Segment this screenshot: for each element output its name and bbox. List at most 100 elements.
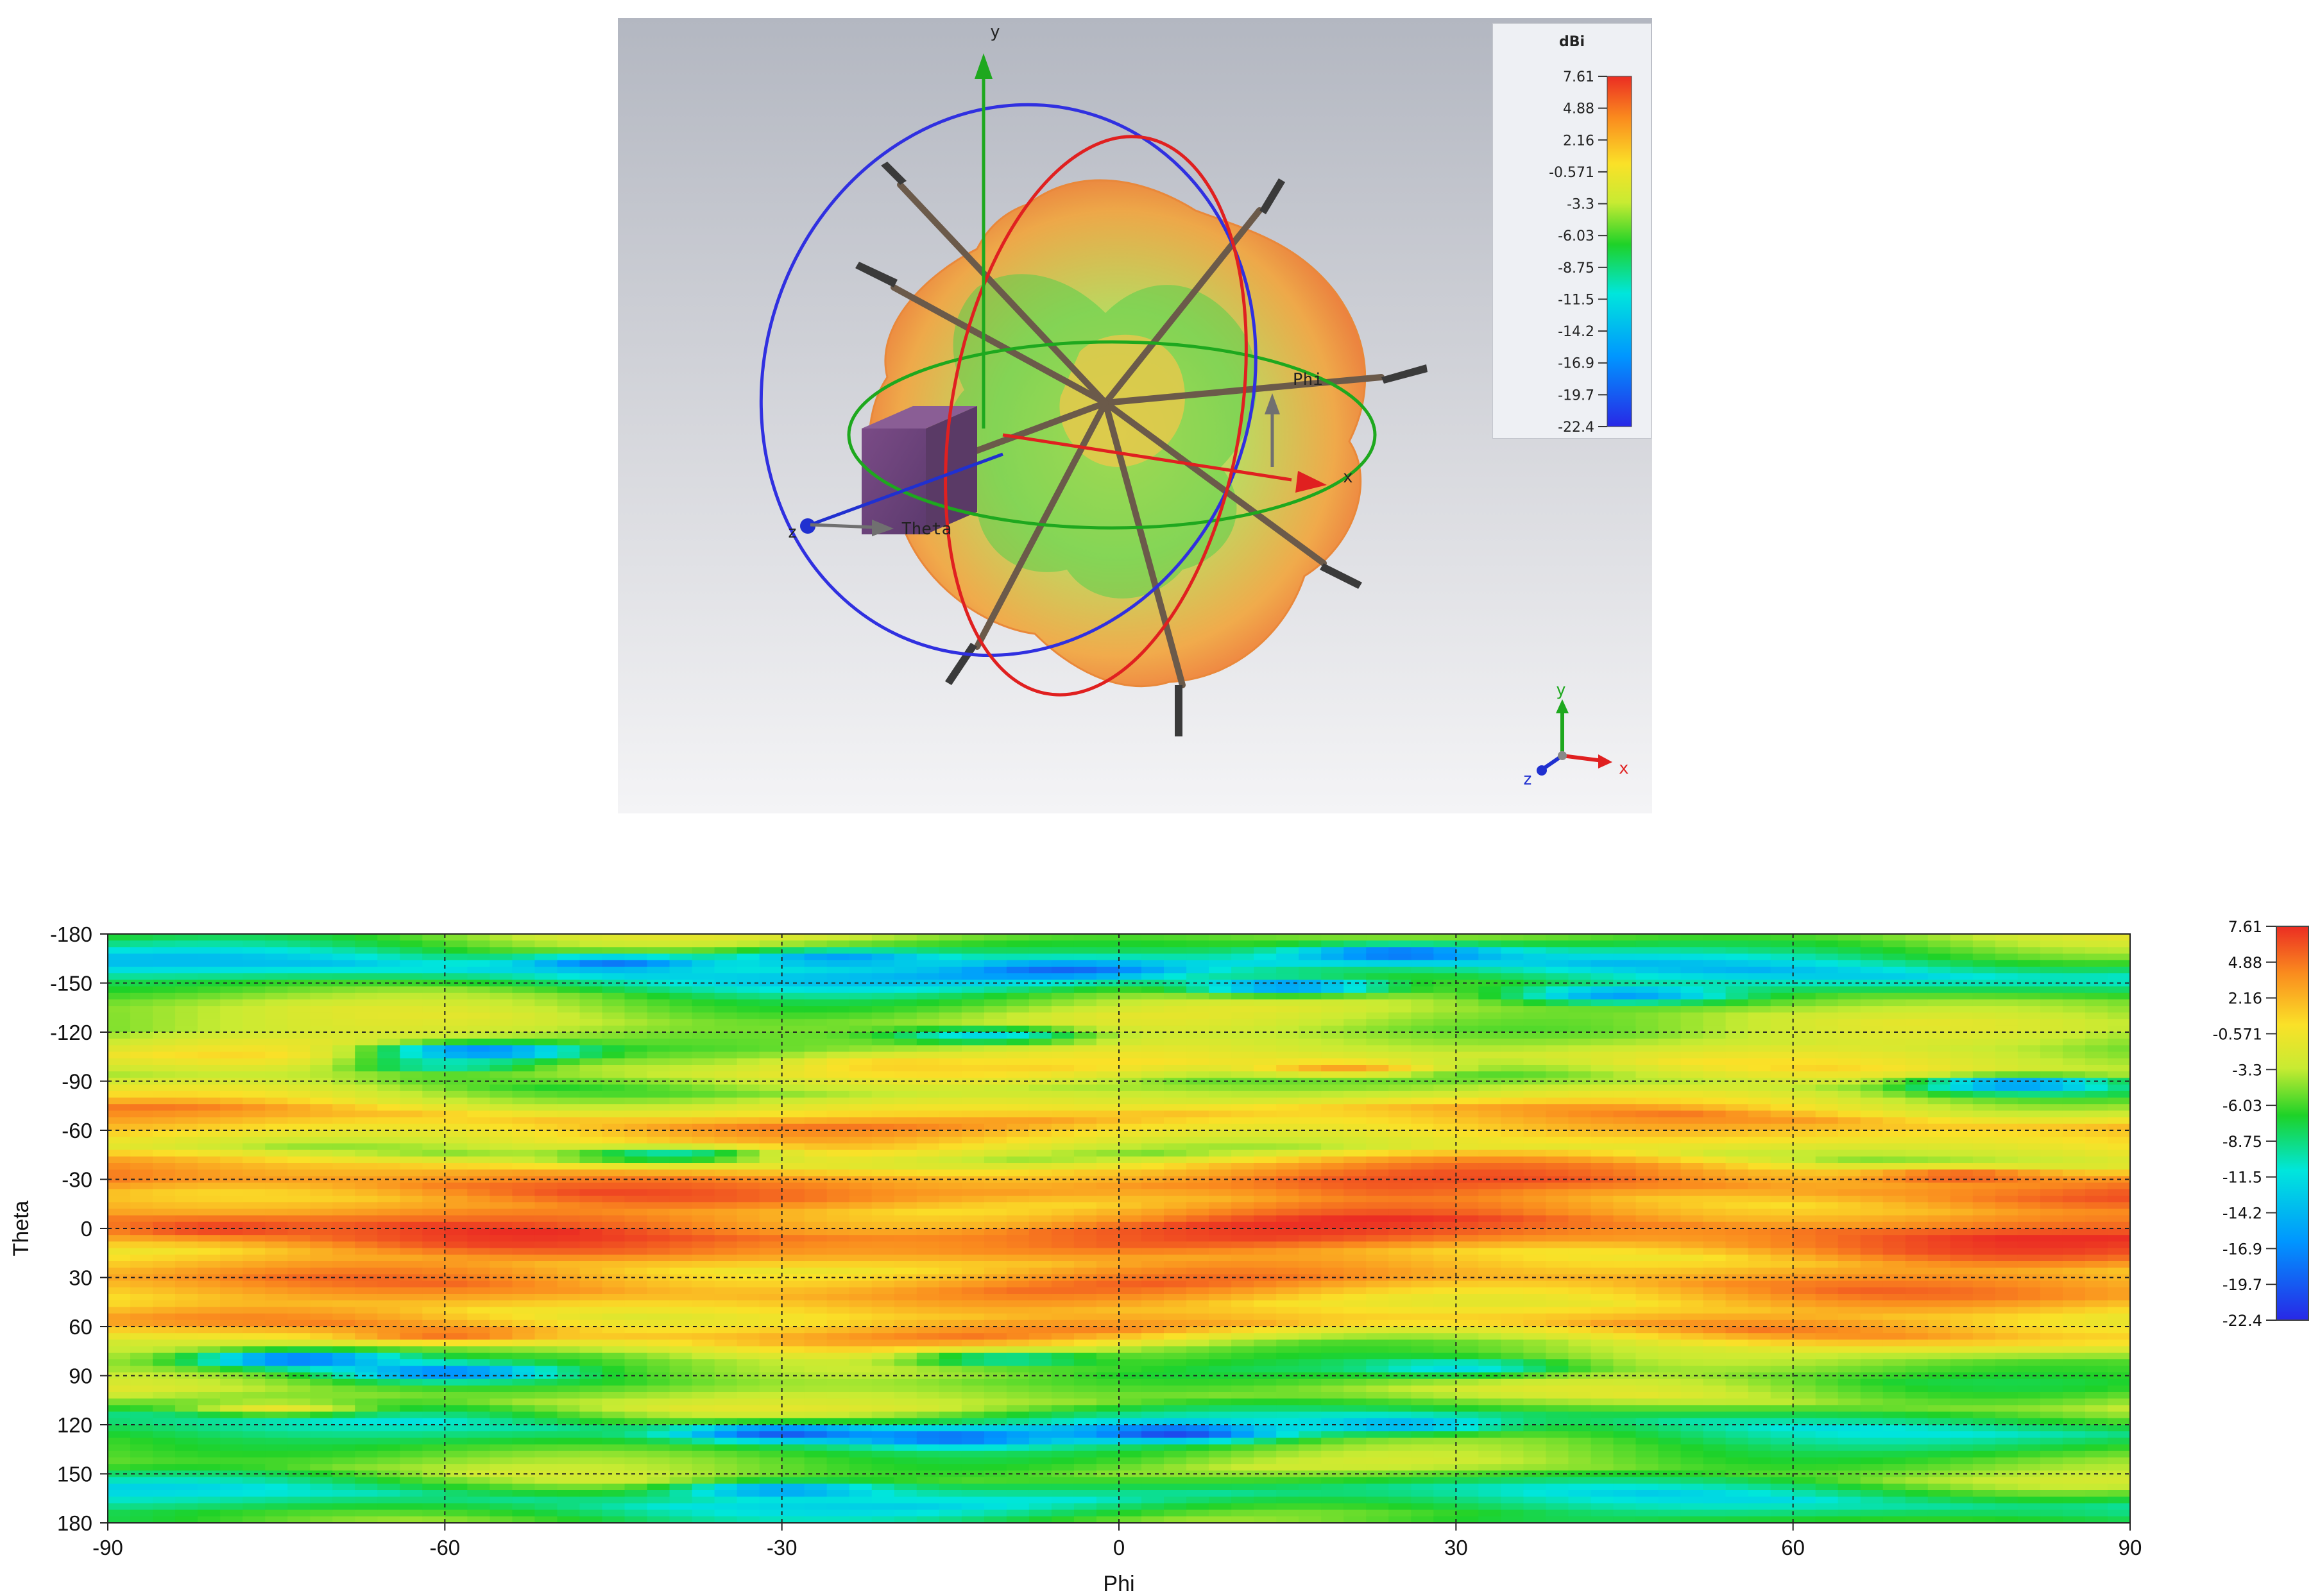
heatmap-cell xyxy=(1006,1150,1030,1157)
heatmap-cell xyxy=(243,1058,266,1065)
heatmap-cell xyxy=(916,1280,940,1288)
heatmap-cell xyxy=(310,1254,333,1262)
heatmap-cell xyxy=(175,1483,198,1491)
farfield-3d-view[interactable]: y x z Theta Phi y x z dBi 7.61 4.88 2.16 -0… xyxy=(618,18,1652,813)
heatmap-cell xyxy=(265,1150,288,1157)
heatmap-cell xyxy=(1299,1156,1322,1164)
heatmap-cell xyxy=(1186,1098,1209,1105)
heatmap-cell xyxy=(894,1359,917,1366)
heatmap-cell xyxy=(669,1084,693,1092)
heatmap-cell xyxy=(984,1189,1007,1196)
heatmap-cell xyxy=(781,1110,805,1118)
heatmap-cell xyxy=(939,1012,962,1020)
heatmap-cell xyxy=(871,1098,895,1105)
heatmap-cell xyxy=(1006,1241,1030,1249)
heatmap-cell xyxy=(175,986,198,994)
heatmap-cell xyxy=(759,1450,783,1458)
heatmap-cell xyxy=(445,1418,468,1425)
heatmap-cell xyxy=(849,1490,873,1497)
heatmap-cell xyxy=(1028,1045,1052,1053)
heatmap-cell xyxy=(714,1084,738,1092)
heatmap-cell xyxy=(198,1366,221,1373)
heatmap-cell xyxy=(512,1307,536,1314)
heatmap-cell xyxy=(1299,1418,1322,1425)
heatmap-cell xyxy=(1119,1346,1142,1354)
heatmap-cell xyxy=(1254,1516,1277,1523)
heatmap-cell xyxy=(1231,1130,1254,1137)
heatmap-cell xyxy=(1006,1110,1030,1118)
heatmap-cell xyxy=(624,1366,648,1373)
heatmap-cell xyxy=(1164,1268,1187,1275)
heatmap-cell xyxy=(1321,1012,1344,1020)
heatmap-cell xyxy=(243,1483,266,1491)
heatmap-cell xyxy=(1051,1241,1075,1249)
heatmap-cell xyxy=(759,1130,783,1137)
heatmap-cell xyxy=(1321,1464,1344,1471)
heatmap-cell xyxy=(512,1450,536,1458)
heatmap-cell xyxy=(1209,1398,1232,1405)
heatmap-cell xyxy=(647,1490,670,1497)
heatmap-cell xyxy=(579,1431,603,1438)
heatmap-cell xyxy=(445,1163,468,1170)
heatmap-cell xyxy=(984,1163,1007,1170)
heatmap-cell xyxy=(826,1268,850,1275)
heatmap-cell xyxy=(422,1346,445,1354)
heatmap-cell xyxy=(422,1235,445,1242)
heatmap-cell xyxy=(1321,992,1344,1000)
heatmap-cell xyxy=(287,1497,311,1504)
heatmap-cell xyxy=(1096,947,1120,955)
heatmap-cell xyxy=(265,1196,288,1203)
heatmap-cell xyxy=(1096,1450,1120,1458)
heatmap-cell xyxy=(759,1215,783,1223)
heatmap-cell xyxy=(400,1379,423,1386)
heatmap-cell xyxy=(579,1425,603,1432)
heatmap-cell xyxy=(445,1071,468,1078)
heatmap-cell xyxy=(1299,999,1322,1006)
heatmap-cell xyxy=(1006,1425,1030,1432)
heatmap-cell xyxy=(714,1280,738,1288)
heatmap-cell xyxy=(1276,1130,1299,1137)
heatmap-cell xyxy=(243,1366,266,1373)
heatmap-cell xyxy=(1119,1300,1142,1307)
heatmap-cell xyxy=(737,1313,760,1321)
heatmap-cell xyxy=(1231,1012,1254,1020)
heatmap-cell xyxy=(759,1071,783,1078)
heatmap-cell xyxy=(332,1392,355,1399)
heatmap-cell xyxy=(108,1051,131,1059)
heatmap-cell xyxy=(220,1450,243,1458)
heatmap-cell xyxy=(467,1392,490,1399)
heatmap-cell xyxy=(467,1300,490,1307)
heatmap-cell xyxy=(624,1503,648,1511)
heatmap-cell xyxy=(355,1215,378,1223)
heatmap-cell xyxy=(534,1268,558,1275)
heatmap-cell xyxy=(961,1320,985,1327)
heatmap-cell xyxy=(579,1392,603,1399)
heatmap-cell xyxy=(175,1098,198,1105)
heatmap-cell xyxy=(1119,999,1142,1006)
heatmap-cell xyxy=(265,967,288,974)
heatmap-cell xyxy=(1231,1418,1254,1425)
heatmap-cell xyxy=(467,1012,490,1020)
heatmap-cell xyxy=(557,1261,581,1268)
heatmap-cell xyxy=(198,934,221,941)
heatmap-cell xyxy=(1096,1189,1120,1196)
heatmap-cell xyxy=(602,1025,626,1033)
heatmap-cell xyxy=(265,1182,288,1190)
heatmap-cell xyxy=(737,947,760,955)
heatmap-cell xyxy=(939,1352,962,1360)
heatmap-cell xyxy=(1209,953,1232,961)
heatmap-cell xyxy=(422,1169,445,1176)
heatmap-cell xyxy=(422,1425,445,1432)
heatmap-cell xyxy=(557,1215,581,1223)
heatmap-cell xyxy=(287,1182,311,1190)
heatmap-cell xyxy=(1186,1274,1209,1282)
heatmap-cell xyxy=(400,999,423,1006)
heatmap-cell xyxy=(849,1104,873,1111)
heatmap-cell xyxy=(467,1110,490,1118)
heatmap-cell xyxy=(1028,1411,1052,1419)
heatmap-cell xyxy=(804,1209,828,1216)
heatmap-cell xyxy=(153,1215,176,1223)
heatmap-cell xyxy=(692,1366,715,1373)
heatmap-cell xyxy=(220,1228,243,1235)
heatmap-cell xyxy=(130,1182,153,1190)
